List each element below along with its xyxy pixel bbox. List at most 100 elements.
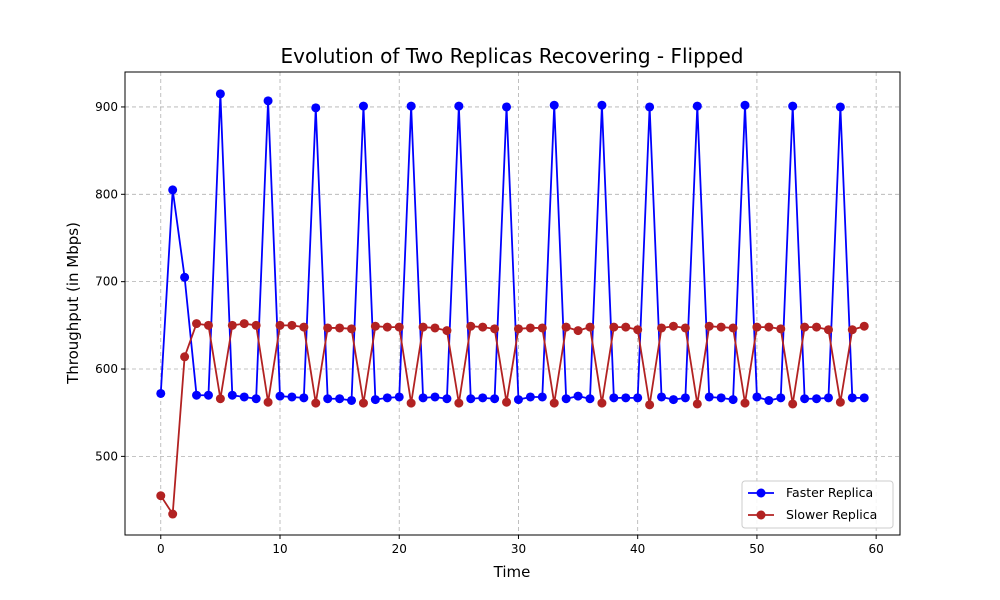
data-point-slower-replica: [609, 322, 619, 332]
data-point-faster-replica: [180, 272, 190, 282]
data-point-slower-replica: [788, 399, 798, 409]
data-point-slower-replica: [442, 326, 452, 336]
legend-label-slower: Slower Replica: [786, 507, 877, 522]
data-point-faster-replica: [311, 103, 321, 113]
data-point-slower-replica: [621, 322, 631, 332]
data-point-faster-replica: [573, 391, 583, 401]
data-point-faster-replica: [847, 393, 857, 403]
data-point-slower-replica: [251, 320, 261, 330]
legend-marker-faster: [756, 488, 766, 498]
data-point-faster-replica: [812, 394, 822, 404]
data-point-slower-replica: [263, 397, 273, 407]
data-point-faster-replica: [490, 394, 500, 404]
data-point-slower-replica: [275, 320, 285, 330]
data-point-faster-replica: [299, 393, 309, 403]
y-tick-label: 500: [95, 449, 118, 463]
data-point-faster-replica: [668, 395, 678, 405]
data-point-faster-replica: [287, 392, 297, 402]
data-point-faster-replica: [800, 394, 810, 404]
data-point-faster-replica: [764, 395, 774, 405]
data-point-slower-replica: [549, 398, 559, 408]
data-point-slower-replica: [418, 322, 428, 332]
data-point-faster-replica: [537, 392, 547, 402]
data-point-faster-replica: [585, 394, 595, 404]
data-point-slower-replica: [680, 323, 690, 333]
data-point-faster-replica: [704, 392, 714, 402]
data-point-faster-replica: [406, 101, 416, 111]
data-point-faster-replica: [657, 392, 667, 402]
series-group: [156, 89, 869, 519]
data-point-faster-replica: [275, 391, 285, 401]
data-point-faster-replica: [323, 394, 333, 404]
data-point-faster-replica: [263, 96, 273, 106]
data-point-slower-replica: [454, 398, 464, 408]
data-point-slower-replica: [466, 321, 476, 331]
data-point-faster-replica: [692, 101, 702, 111]
data-point-slower-replica: [239, 319, 249, 329]
data-point-slower-replica: [358, 398, 368, 408]
data-point-slower-replica: [513, 324, 523, 334]
data-point-slower-replica: [728, 323, 738, 333]
data-point-slower-replica: [776, 324, 786, 334]
data-point-faster-replica: [549, 100, 559, 110]
x-tick-label: 0: [157, 542, 165, 556]
data-point-slower-replica: [406, 398, 416, 408]
data-point-faster-replica: [442, 394, 452, 404]
data-point-faster-replica: [478, 393, 488, 403]
data-point-faster-replica: [621, 393, 631, 403]
data-point-faster-replica: [716, 393, 726, 403]
data-point-slower-replica: [692, 399, 702, 409]
y-tick-label: 800: [95, 187, 118, 201]
y-tick-label: 700: [95, 275, 118, 289]
data-point-slower-replica: [597, 398, 607, 408]
data-point-faster-replica: [561, 394, 571, 404]
series-line-faster-replica: [159, 92, 865, 402]
data-point-faster-replica: [430, 392, 440, 402]
data-point-slower-replica: [764, 322, 774, 332]
data-point-slower-replica: [823, 325, 833, 335]
data-point-slower-replica: [704, 321, 714, 331]
data-point-faster-replica: [680, 393, 690, 403]
data-point-faster-replica: [156, 388, 166, 398]
axis-ticks: 0 10 20 30 40 50 60 500 600 700 800 900: [95, 100, 884, 556]
data-point-slower-replica: [800, 322, 810, 332]
data-point-slower-replica: [752, 322, 762, 332]
data-point-slower-replica: [180, 352, 190, 362]
data-point-faster-replica: [358, 101, 368, 111]
data-point-faster-replica: [645, 102, 655, 112]
data-point-slower-replica: [859, 321, 869, 331]
data-point-slower-replica: [299, 322, 309, 332]
data-point-slower-replica: [347, 324, 357, 334]
data-point-slower-replica: [537, 323, 547, 333]
data-point-faster-replica: [525, 392, 535, 402]
data-point-faster-replica: [609, 393, 619, 403]
chart-title: Evolution of Two Replicas Recovering - F…: [280, 44, 743, 68]
data-point-faster-replica: [728, 395, 738, 405]
legend-label-faster: Faster Replica: [786, 485, 873, 500]
data-point-slower-replica: [156, 491, 166, 501]
data-point-faster-replica: [823, 393, 833, 403]
data-point-faster-replica: [788, 101, 798, 111]
data-point-slower-replica: [716, 322, 726, 332]
data-point-faster-replica: [454, 101, 464, 111]
data-point-slower-replica: [430, 323, 440, 333]
data-point-faster-replica: [370, 395, 380, 405]
data-point-faster-replica: [203, 390, 213, 400]
data-point-faster-replica: [633, 393, 643, 403]
data-point-slower-replica: [215, 394, 225, 404]
plot-area-frame: [124, 71, 901, 536]
x-axis-label: Time: [493, 563, 531, 581]
series-slower-replica: [156, 319, 869, 519]
data-point-faster-replica: [502, 102, 512, 112]
y-axis-label: Throughput (in Mbps): [64, 222, 82, 385]
data-point-slower-replica: [573, 326, 583, 336]
data-point-slower-replica: [633, 325, 643, 335]
data-point-slower-replica: [168, 509, 178, 519]
data-point-slower-replica: [657, 323, 667, 333]
data-point-slower-replica: [835, 397, 845, 407]
data-point-faster-replica: [347, 395, 357, 405]
data-point-faster-replica: [740, 100, 750, 110]
x-tick-label: 60: [869, 542, 884, 556]
data-point-faster-replica: [859, 393, 869, 403]
data-point-slower-replica: [311, 398, 321, 408]
